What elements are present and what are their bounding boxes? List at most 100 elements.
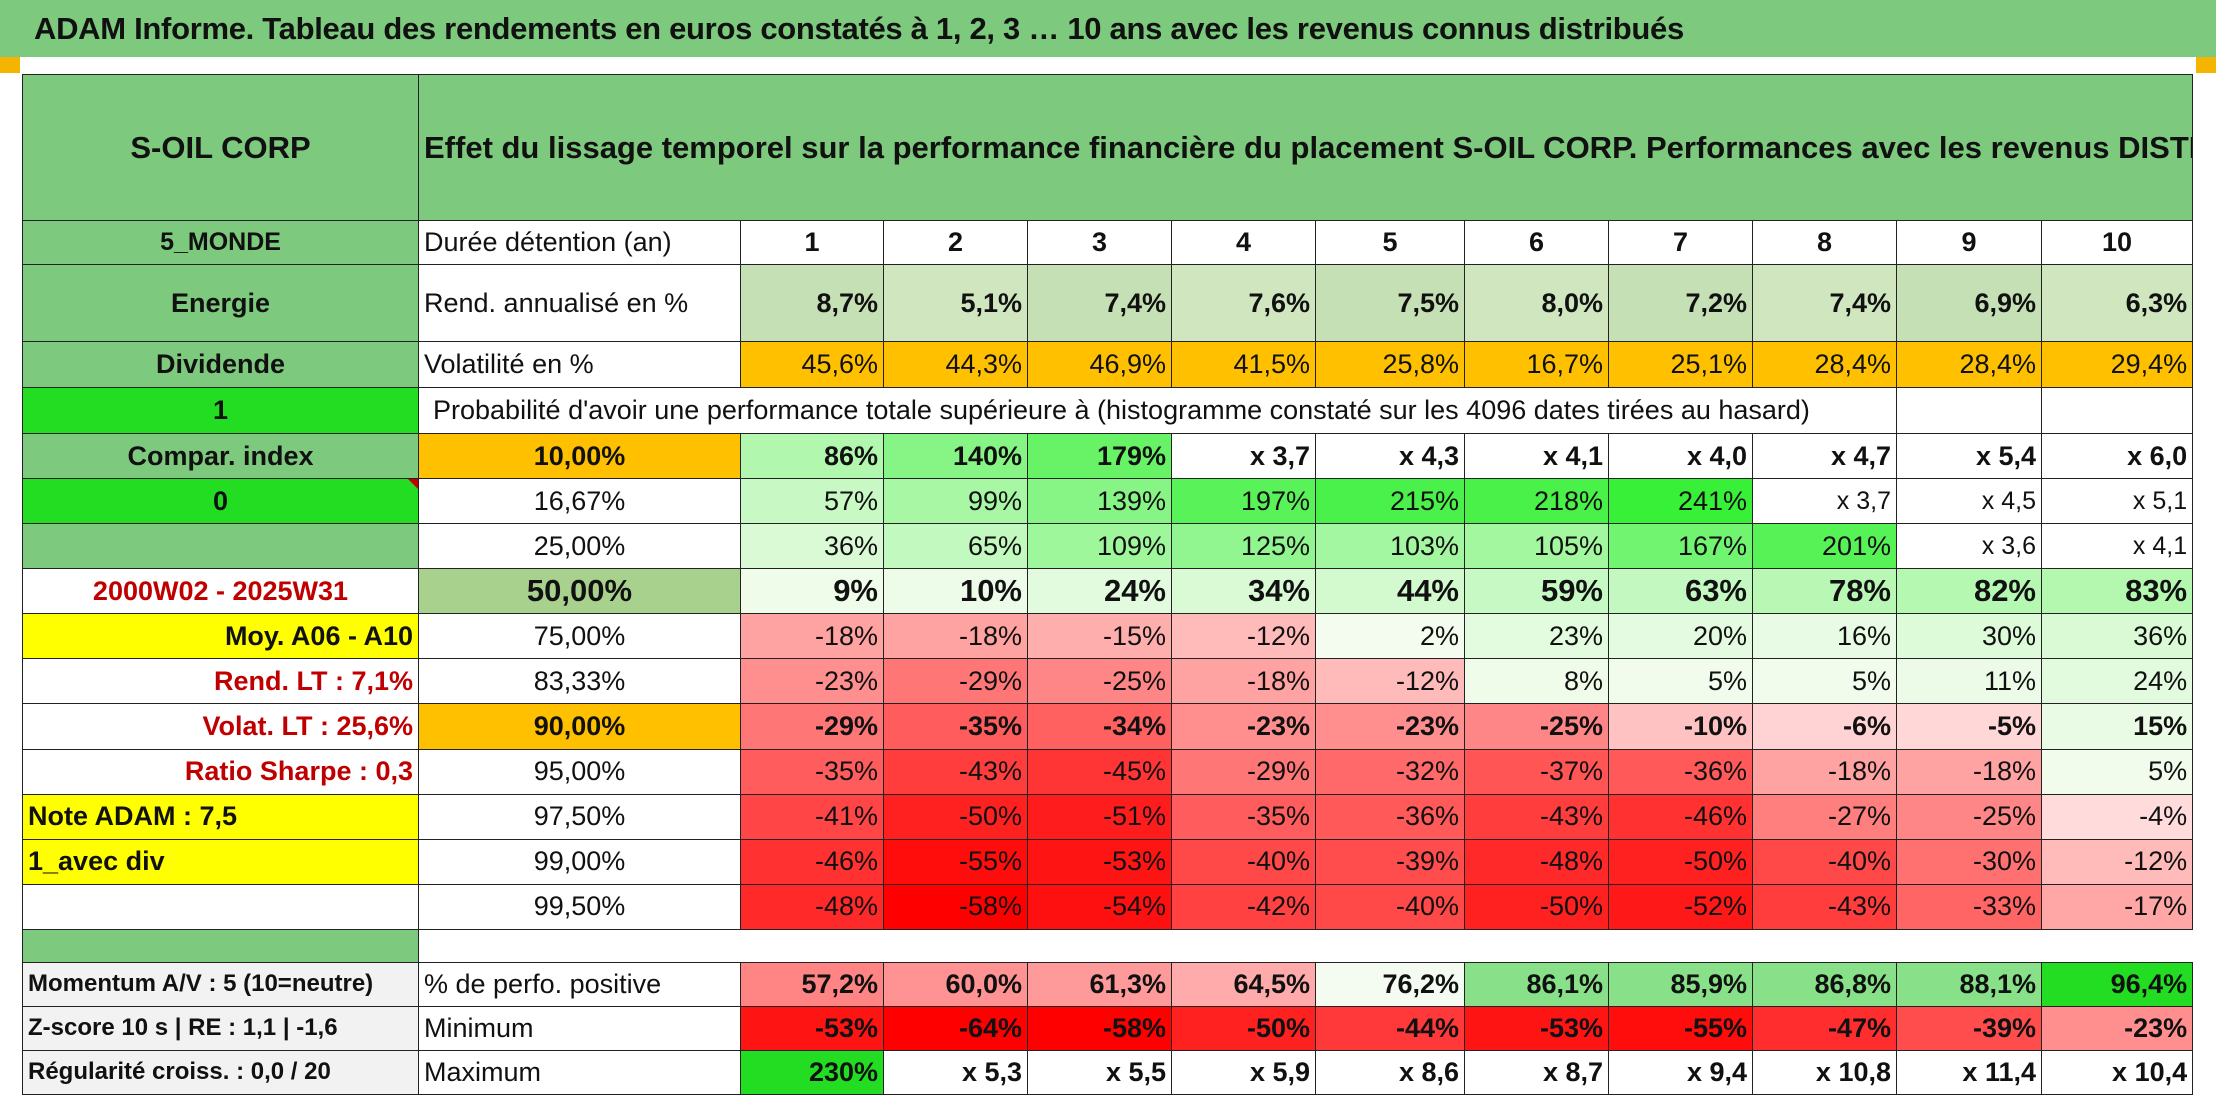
table-heading: Effet du lissage temporel sur la perform… (417, 73, 2194, 222)
minimum-value: -23% (2040, 1005, 2194, 1051)
proba-value: x 5,1 (2040, 478, 2194, 525)
minimum-value: -64% (883, 1005, 1028, 1051)
stats-row: Momentum A/V : 5 (10=neutre)% de perfo. … (22, 961, 2194, 1007)
corner-accent-right (2196, 57, 2216, 73)
stats-label: Maximum (418, 1049, 741, 1096)
proba-value: 34% (1171, 568, 1316, 615)
proba-value: -55% (883, 838, 1028, 885)
proba-value: 167% (1608, 523, 1753, 570)
year-header: 8 (1752, 220, 1897, 266)
proba-value: -23% (740, 658, 884, 705)
percentile-label: 90,00% (418, 703, 741, 750)
proba-value: -36% (1315, 793, 1465, 840)
proba-value: 30% (1896, 613, 2042, 660)
proba-value: 8% (1464, 658, 1609, 705)
proba-value: -29% (883, 658, 1028, 705)
year-header: 10 (2040, 220, 2194, 266)
proba-value: 44% (1315, 568, 1465, 615)
year-header: 9 (1896, 220, 2042, 266)
header-row: S-OIL CORP Effet du lissage temporel sur… (22, 73, 2194, 222)
volat-value: 25,1% (1608, 341, 1753, 389)
proba-value: -36% (1608, 748, 1753, 795)
percentile-label: 16,67% (418, 478, 741, 525)
proba-value: -27% (1752, 793, 1897, 840)
proba-value: -4% (2040, 793, 2194, 840)
proba-value: 83% (2040, 568, 2194, 615)
proba-value: -50% (1608, 838, 1753, 885)
stats-row: Régularité croiss. : 0,0 / 20 Maximum 230%… (22, 1049, 2194, 1096)
percentile-label: 95,00% (418, 748, 741, 795)
proba-value: -6% (1752, 703, 1897, 750)
percentile-label: 50,00% (418, 568, 741, 615)
proba-value: x 6,0 (2040, 433, 2194, 480)
blank-side (22, 883, 419, 930)
rend-value: 6,3% (2040, 264, 2194, 343)
proba-value: 99% (883, 478, 1028, 525)
proba-value: 179% (1027, 433, 1172, 480)
avec-div-label: 1_avec div (22, 838, 419, 885)
proba-value: -42% (1171, 883, 1316, 930)
pct-pos-value: 76,2% (1315, 961, 1465, 1007)
volat-value: 16,7% (1464, 341, 1609, 389)
proba-value: 24% (2040, 658, 2194, 705)
volat-value: 29,4% (2040, 341, 2194, 389)
year-header: 1 (740, 220, 884, 266)
comment-marker (408, 479, 418, 490)
rend-value: 7,2% (1608, 264, 1753, 343)
duree-label: Durée détention (an) (418, 220, 741, 266)
proba-value: 5% (2040, 748, 2194, 795)
sector-label: Energie (22, 264, 419, 343)
maximum-value: x 8,7 (1464, 1049, 1609, 1096)
proba-row: Ratio Sharpe : 0,3 95,00% -35% -43% -45% -29%… (22, 748, 2194, 795)
proba-value: 218% (1464, 478, 1609, 525)
proba-value: 24% (1027, 568, 1172, 615)
stats-label: Minimum (418, 1005, 741, 1051)
proba-value: 105% (1464, 523, 1609, 570)
pct-pos-value: 96,4% (2040, 961, 2194, 1007)
proba-value: -18% (1896, 748, 2042, 795)
percentile-label: 10,00% (418, 433, 741, 480)
proba-value: x 4,3 (1315, 433, 1465, 480)
pct-pos-value: 88,1% (1896, 961, 2042, 1007)
zscore-label: Z-score 10 s | RE : 1,1 | -1,6 (22, 1005, 419, 1051)
proba-value: -43% (1464, 793, 1609, 840)
percentile-label: 99,00% (418, 838, 741, 885)
proba-value: -43% (883, 748, 1028, 795)
proba-value: -35% (883, 703, 1028, 750)
proba-value: -46% (740, 838, 884, 885)
percentile-label: 99,50% (418, 883, 741, 930)
proba-value: x 3,6 (1896, 523, 2042, 570)
proba-value: 9% (740, 568, 884, 615)
proba-value: 5% (1608, 658, 1753, 705)
proba-value: -29% (1171, 748, 1316, 795)
minimum-value: -55% (1608, 1005, 1753, 1051)
year-header: 5 (1315, 220, 1465, 266)
rend-row: Energie Rend. annualisé en % 8,7% 5,1% 7,4… (22, 264, 2194, 343)
maximum-value: x 5,5 (1027, 1049, 1172, 1096)
proba-heading-row: 1 Probabilité d'avoir une performance to… (22, 387, 2194, 435)
proba-value: 125% (1171, 523, 1316, 570)
rend-value: 7,4% (1027, 264, 1172, 343)
proba-value: 15% (2040, 703, 2194, 750)
proba-value: 36% (2040, 613, 2194, 660)
rend-label: Rend. annualisé en % (418, 264, 741, 343)
volat-lt-label: Volat. LT : 25,6% (22, 703, 419, 750)
rend-value: 7,4% (1752, 264, 1897, 343)
proba-value: -51% (1027, 793, 1172, 840)
proba-value: -10% (1608, 703, 1753, 750)
pct-pos-value: 86,8% (1752, 961, 1897, 1007)
proba-value: -33% (1896, 883, 2042, 930)
year-header: 2 (883, 220, 1028, 266)
proba-value: x 4,5 (1896, 478, 2042, 525)
proba-value: -12% (2040, 838, 2194, 885)
proba-row: Compar. index 10,00% 86% 140% 179% x 3,7 x 4,3… (22, 433, 2194, 480)
proba-value: 103% (1315, 523, 1465, 570)
percentile-label: 25,00% (418, 523, 741, 570)
proba-value: -45% (1027, 748, 1172, 795)
proba-value: -40% (1752, 838, 1897, 885)
proba-value: -53% (1027, 838, 1172, 885)
compar-index-label: Compar. index (22, 433, 419, 480)
proba-value: -12% (1171, 613, 1316, 660)
maximum-value: x 10,4 (2040, 1049, 2194, 1096)
rend-value: 8,7% (740, 264, 884, 343)
